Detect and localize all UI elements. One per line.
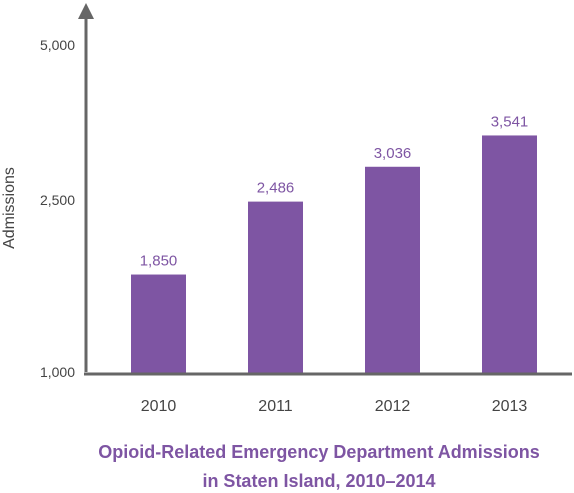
x-tick-label-2012: 2012 bbox=[375, 398, 411, 415]
y-tick-label: 1,000 bbox=[40, 364, 75, 380]
y-tick-label: 2,500 bbox=[40, 192, 75, 208]
data-label-2012: 3,036 bbox=[374, 145, 412, 162]
bar-2012 bbox=[365, 166, 420, 373]
x-tick-label-2011: 2011 bbox=[258, 398, 293, 415]
y-axis-arrow bbox=[78, 3, 94, 19]
y-tick-label: 5,000 bbox=[40, 37, 75, 53]
bars bbox=[131, 135, 537, 373]
y-axis-title: Admissions bbox=[1, 167, 18, 249]
chart-title-line-1: Opioid-Related Emergency Department Admi… bbox=[98, 442, 539, 462]
bar-2011 bbox=[248, 201, 303, 373]
x-tick-label-2010: 2010 bbox=[141, 398, 177, 415]
bar-2013 bbox=[482, 135, 537, 373]
data-label-2010: 1,850 bbox=[140, 253, 178, 270]
data-label-2013: 3,541 bbox=[491, 113, 529, 130]
y-axis-ticks: 1,000 2,500 5,000 bbox=[40, 37, 75, 380]
data-labels: 1,850 2,486 3,036 3,541 bbox=[140, 113, 529, 269]
data-label-2011: 2,486 bbox=[257, 180, 295, 197]
x-tick-label-2013: 2013 bbox=[492, 398, 528, 415]
x-axis-tick-labels: 2010 2011 2012 2013 bbox=[141, 398, 528, 415]
chart-title-line-2: in Staten Island, 2010–2014 bbox=[202, 471, 435, 491]
bar-2010 bbox=[131, 274, 186, 373]
